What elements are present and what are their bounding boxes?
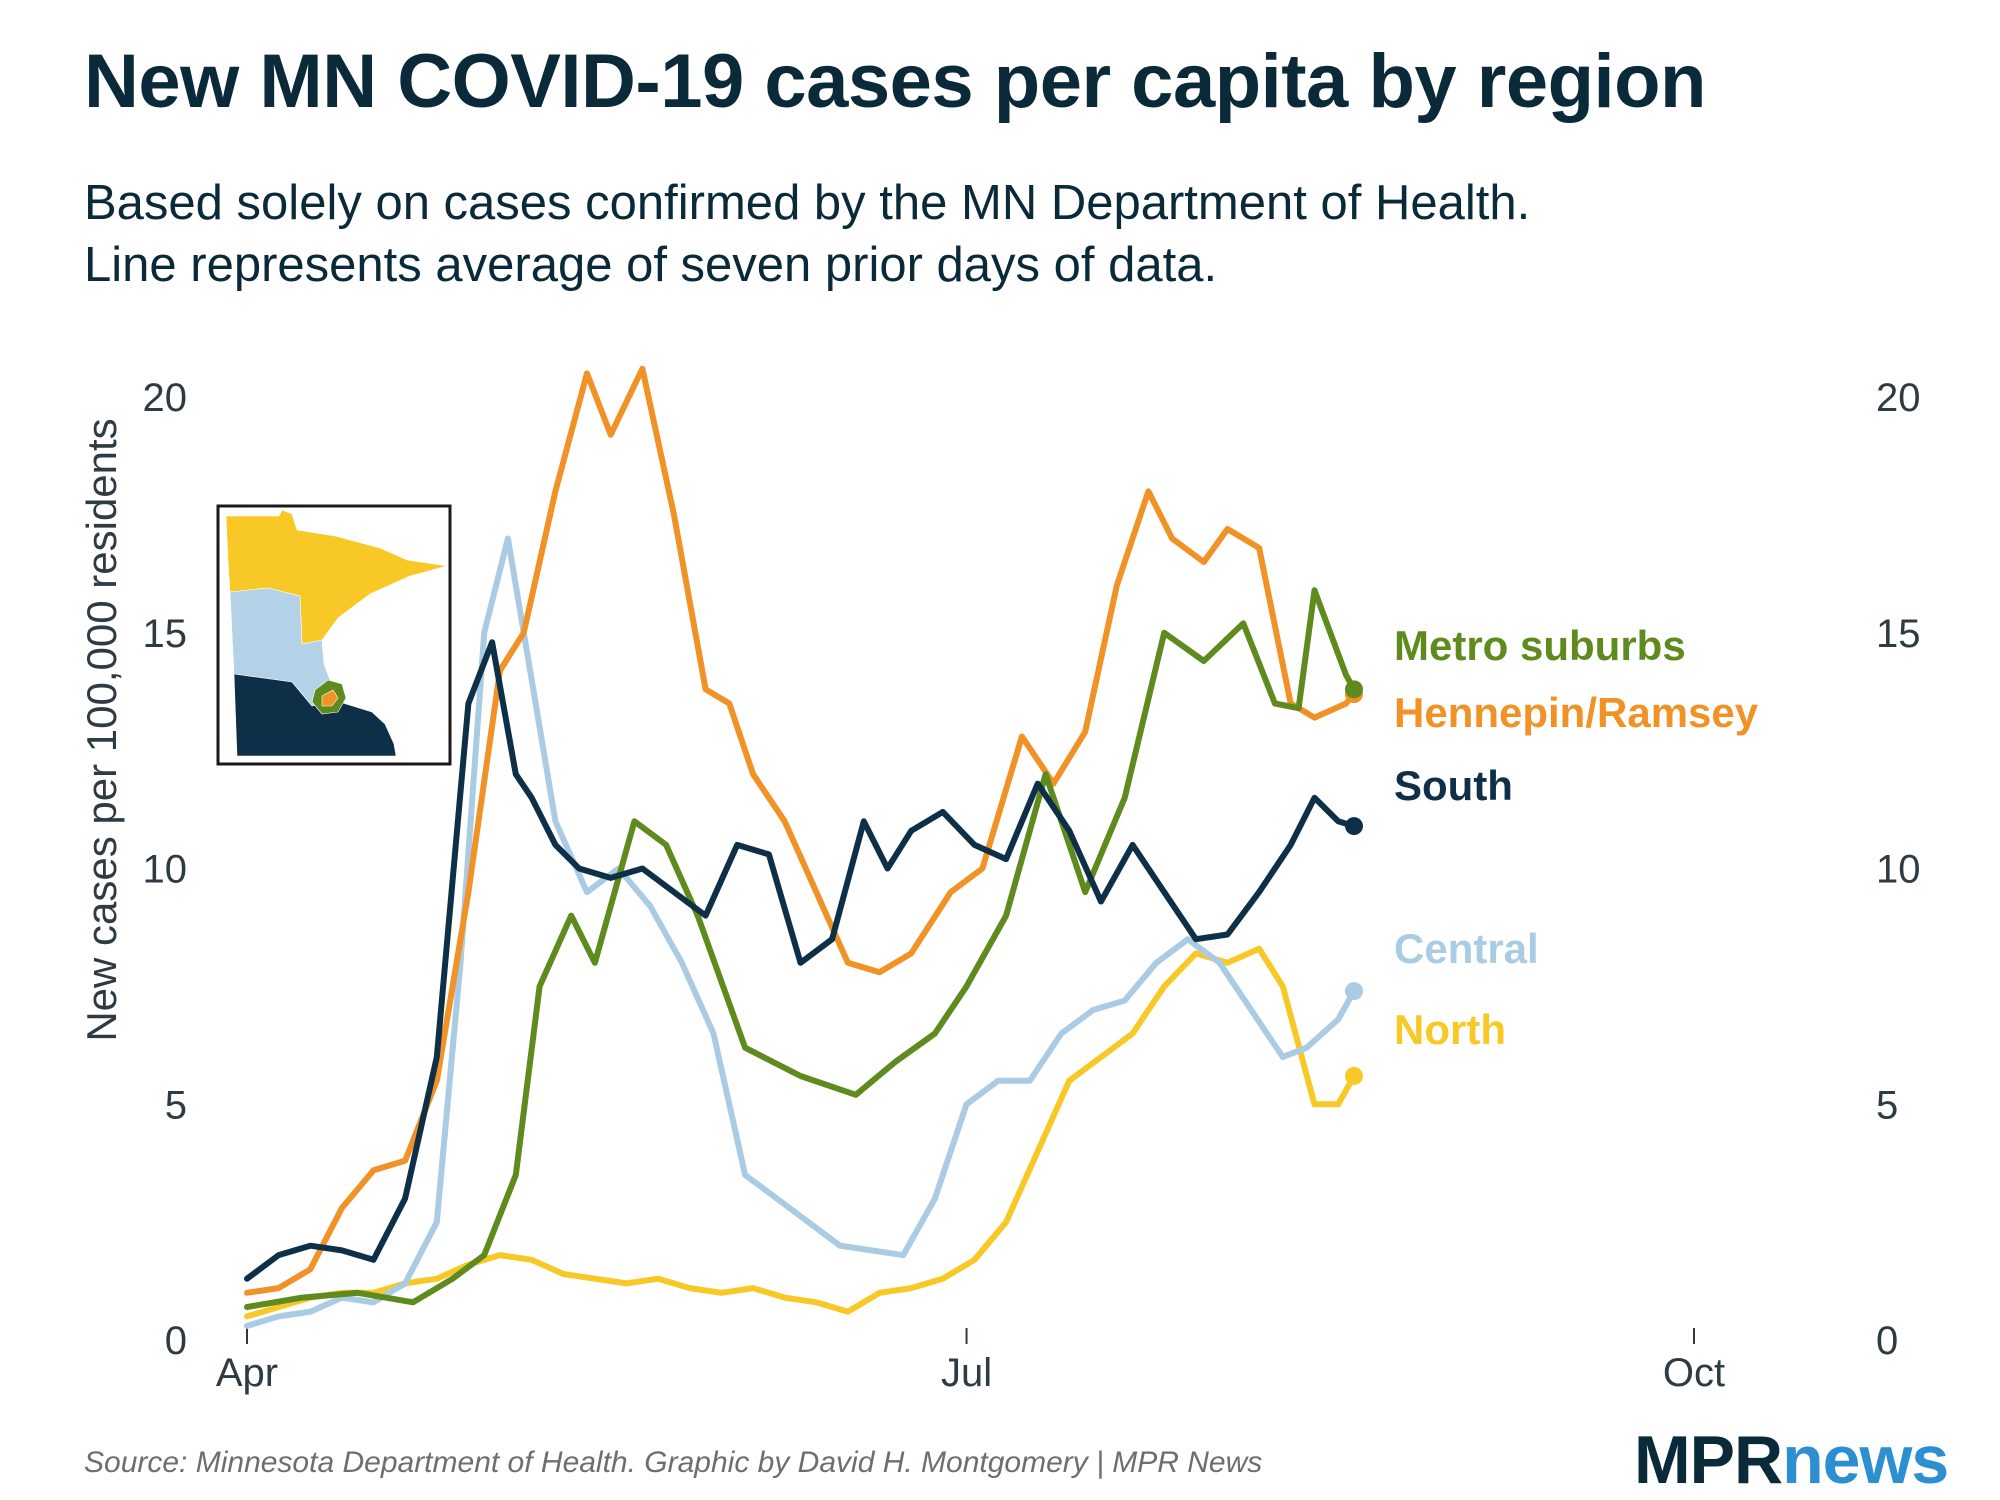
series-end-dot-central xyxy=(1344,982,1363,1001)
series-label-metro-suburbs: Metro suburbs xyxy=(1394,622,1686,669)
y-tick-label-right: 5 xyxy=(1876,1083,1898,1127)
y-tick-label-left: 10 xyxy=(143,848,188,892)
y-axis-right: 0 5 10 15 20 xyxy=(1876,376,1921,1363)
series-line-central xyxy=(244,535,1357,1329)
x-tick-label: Apr xyxy=(216,1351,278,1395)
y-tick-label-left: 5 xyxy=(165,1083,187,1127)
y-tick-label-right: 0 xyxy=(1876,1319,1898,1363)
mpr-news-logo: MPRnews xyxy=(1634,1422,1949,1498)
source-note: Source: Minnesota Department of Health. … xyxy=(84,1446,1263,1479)
series-end-markers xyxy=(1344,680,1363,1085)
x-axis: Apr Jul Oct xyxy=(216,1328,1725,1395)
y-tick-label-right: 15 xyxy=(1876,612,1921,656)
series-line-metro-suburbs xyxy=(244,587,1357,1310)
y-tick-label-right: 10 xyxy=(1876,848,1921,892)
y-tick-label-left: 15 xyxy=(143,612,188,656)
series-end-dot-south xyxy=(1344,817,1363,836)
series-label-north: North xyxy=(1394,1006,1506,1053)
x-tick-label: Jul xyxy=(941,1351,992,1395)
chart-title: New MN COVID-19 cases per capita by regi… xyxy=(84,39,1706,124)
series-line-north xyxy=(244,945,1357,1320)
subtitle-line-2: Line represents average of seven prior d… xyxy=(84,238,1218,292)
series-lines xyxy=(244,365,1357,1329)
series-label-south: South xyxy=(1394,762,1513,809)
series-end-dot-metro-suburbs xyxy=(1344,680,1363,699)
map-region-hennepin-ramsey xyxy=(321,689,339,707)
x-tick-label: Oct xyxy=(1663,1351,1725,1395)
y-axis-label: New cases per 100,000 residents xyxy=(78,418,125,1041)
chart-subtitle: Based solely on cases confirmed by the M… xyxy=(84,172,1530,296)
series-label-central: Central xyxy=(1394,925,1539,972)
minnesota-region-map xyxy=(216,504,452,766)
subtitle-line-1: Based solely on cases confirmed by the M… xyxy=(84,176,1531,230)
logo-news: news xyxy=(1782,1422,1949,1498)
y-axis-left: 0 5 10 15 20 xyxy=(143,376,188,1363)
y-tick-label-left: 20 xyxy=(143,376,188,420)
y-tick-label-left: 0 xyxy=(165,1319,187,1363)
series-label-hennepin-ramsey: Hennepin/Ramsey xyxy=(1394,689,1759,736)
series-line-south xyxy=(244,639,1357,1282)
series-line-hennepin-ramsey xyxy=(244,365,1357,1296)
logo-mpr: MPR xyxy=(1634,1422,1783,1498)
series-labels: North Central Hennepin/Ramsey Metro suburbs… xyxy=(1394,622,1759,1053)
map-region-south xyxy=(233,673,397,757)
y-tick-label-right: 20 xyxy=(1876,376,1921,420)
series-end-dot-north xyxy=(1344,1066,1363,1085)
